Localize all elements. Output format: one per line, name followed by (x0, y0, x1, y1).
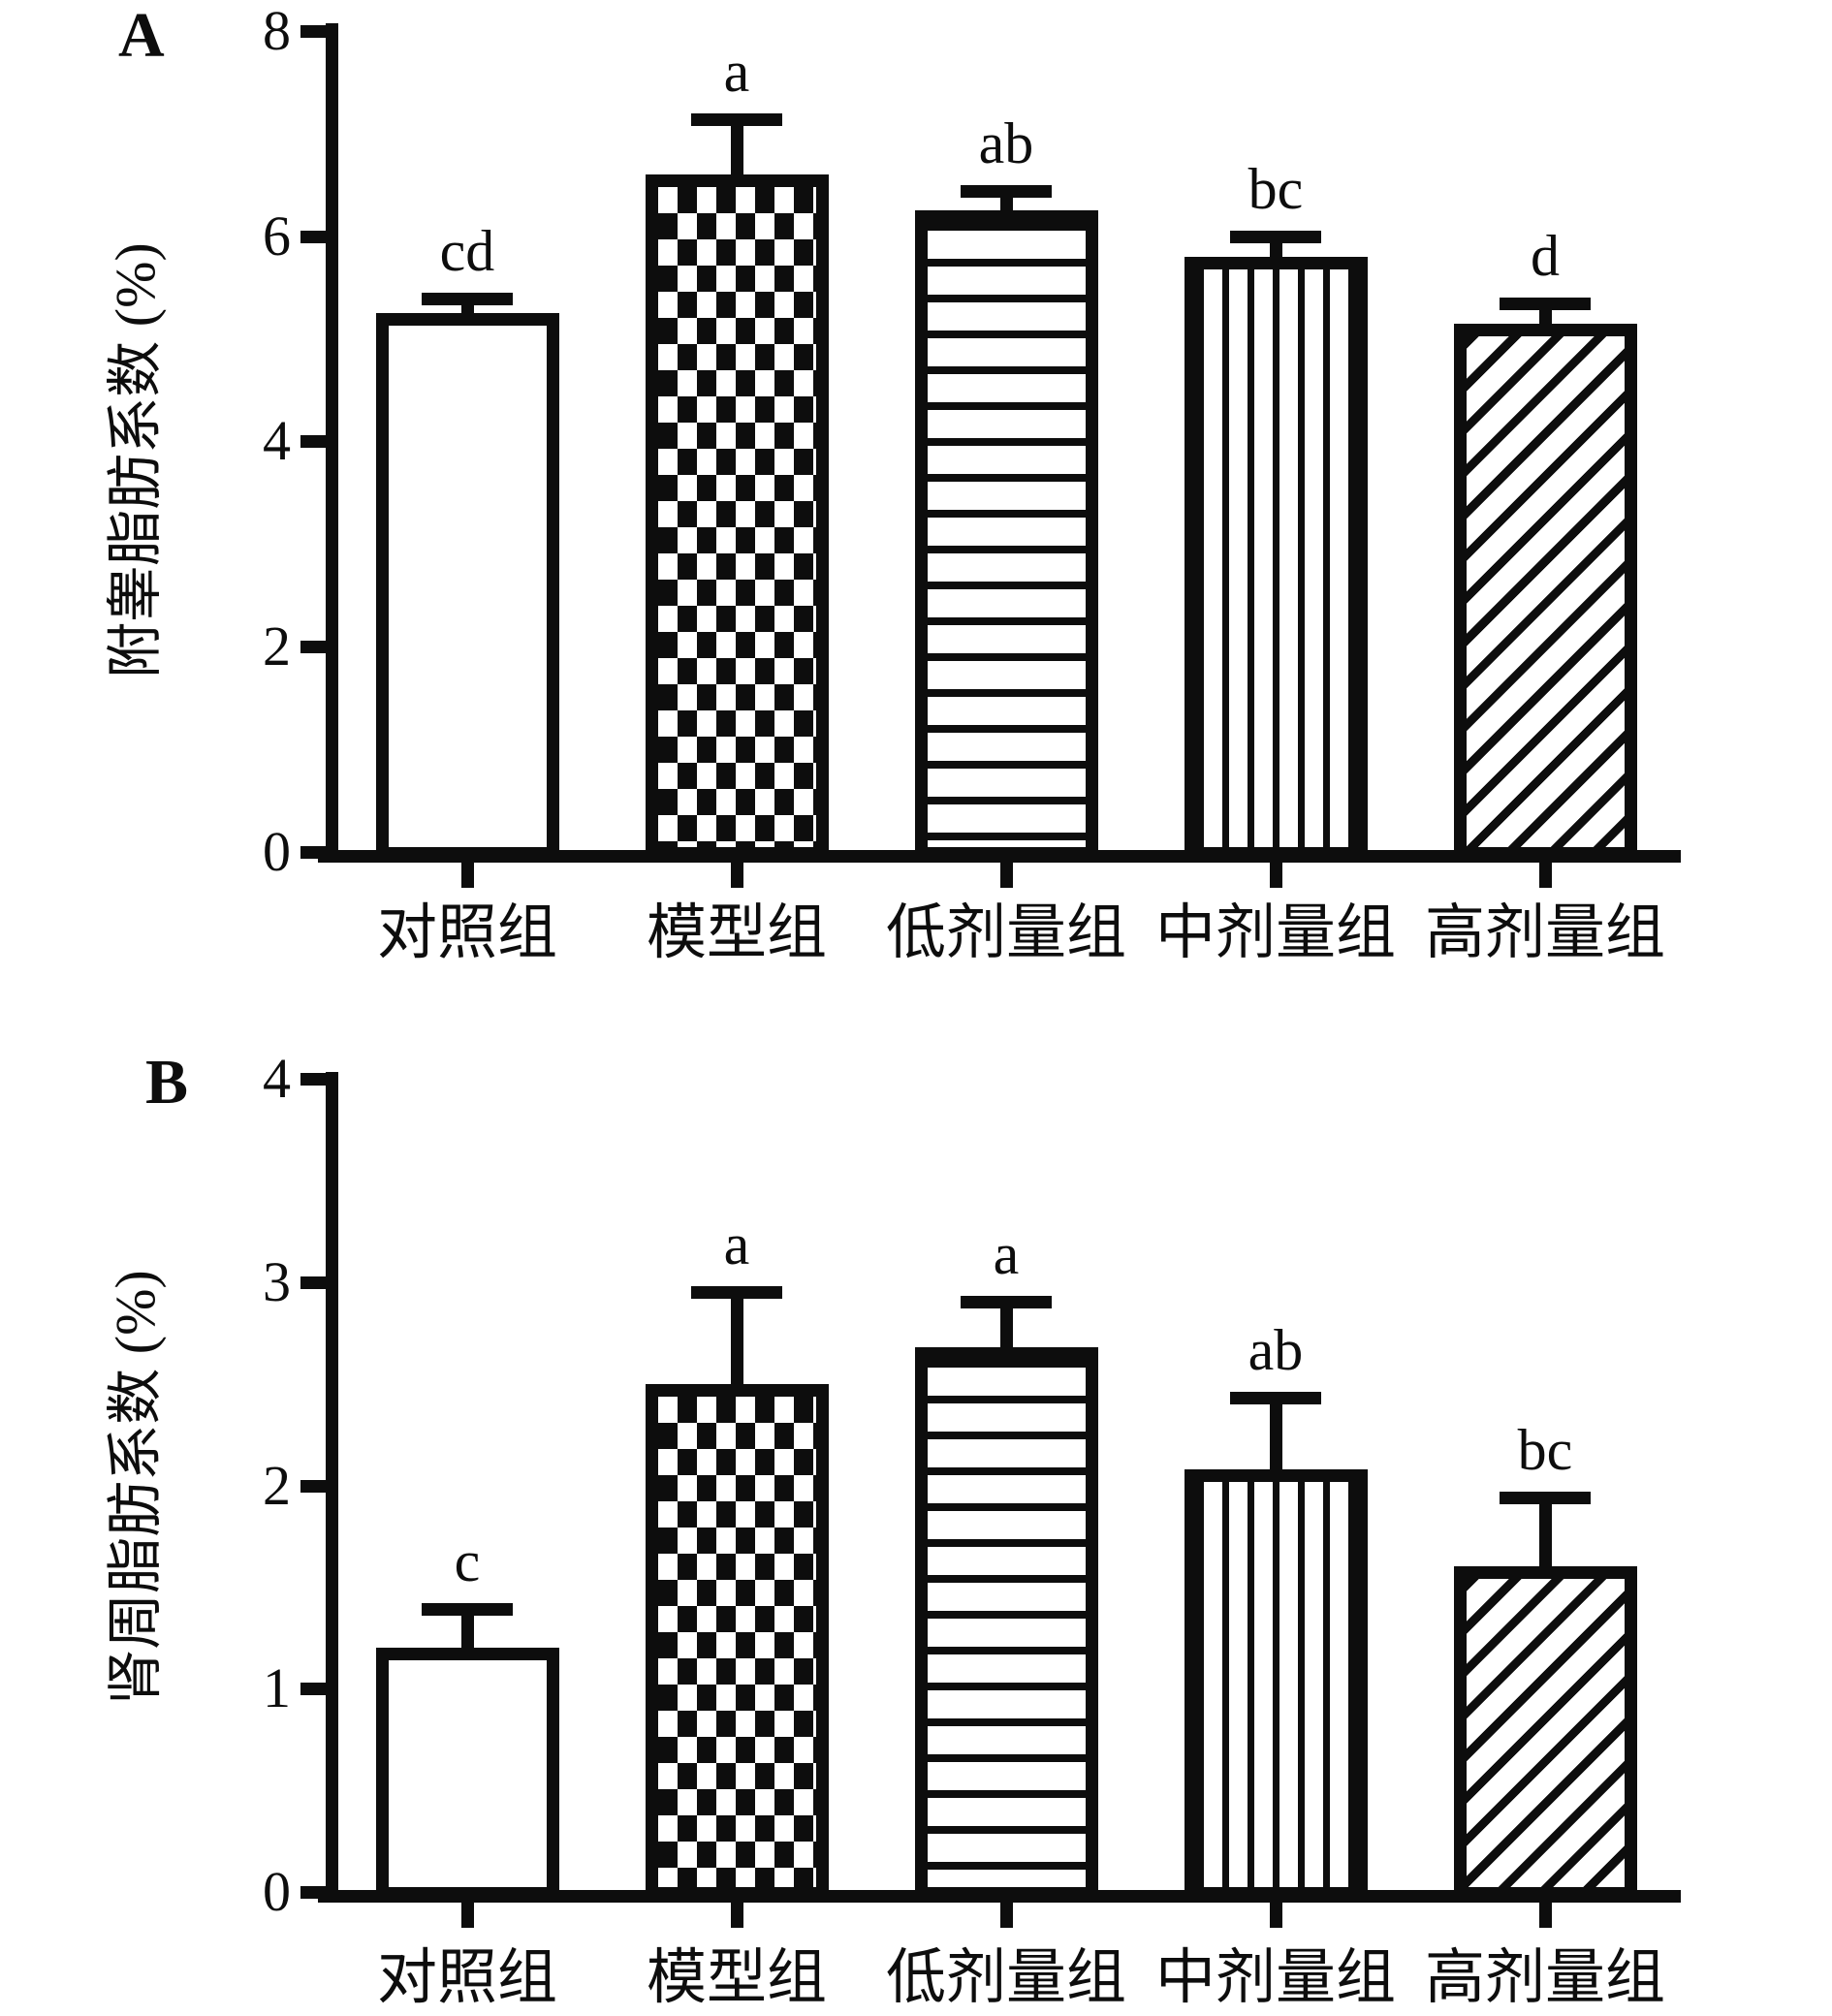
error-bar-cap (422, 293, 513, 305)
error-bar-stem (1000, 1296, 1013, 1353)
error-bar-cap (691, 1286, 782, 1299)
bar-对照组 (376, 313, 559, 860)
x-category-label: 低剂量组 (885, 900, 1126, 966)
y-tick-mark (300, 435, 326, 448)
x-category-label: 高剂量组 (1424, 1945, 1665, 2011)
y-tick-label: 4 (263, 1047, 291, 1110)
x-tick-mark (1000, 863, 1013, 888)
error-bar-cap (1500, 298, 1591, 310)
y-tick-mark (300, 846, 326, 859)
x-category-label: 模型组 (646, 1945, 827, 2011)
y-tick-mark (300, 1276, 326, 1289)
y-tick-label: 0 (263, 820, 291, 883)
bar-对照组 (376, 1648, 559, 1900)
x-tick-mark (1000, 1903, 1013, 1928)
x-category-label: 中剂量组 (1154, 900, 1396, 966)
significance-letter: bc (1517, 1418, 1573, 1482)
significance-letter: bc (1248, 157, 1304, 221)
y-axis-line (326, 23, 338, 863)
x-tick-mark (1539, 863, 1552, 888)
x-category-label: 对照组 (376, 1945, 557, 2011)
significance-letter: cd (439, 219, 495, 283)
x-tick-mark (731, 863, 743, 888)
x-tick-mark (1270, 1903, 1282, 1928)
panel-b-letter: B (145, 1047, 189, 1118)
y-tick-label: 2 (263, 1454, 291, 1517)
y-tick-mark (300, 1480, 326, 1493)
y-tick-label: 0 (263, 1860, 291, 1923)
bar-高剂量组 (1454, 324, 1637, 860)
error-bar-stem (731, 113, 743, 180)
x-category-label: 对照组 (376, 900, 557, 966)
x-category-label: 高剂量组 (1424, 900, 1665, 966)
y-tick-mark (300, 1073, 326, 1086)
significance-letter: d (1531, 224, 1560, 288)
significance-letter: ab (1248, 1318, 1304, 1382)
significance-letter: a (723, 1213, 750, 1276)
x-category-label: 模型组 (646, 900, 827, 966)
error-bar-stem (1539, 1492, 1552, 1572)
x-tick-mark (1270, 863, 1282, 888)
significance-letter: ab (978, 111, 1034, 175)
x-tick-mark (461, 1903, 474, 1928)
panel-a-letter: A (118, 0, 165, 71)
y-tick-mark (300, 231, 326, 243)
error-bar-stem (461, 1603, 474, 1654)
error-bar-cap (961, 1296, 1052, 1308)
bar-中剂量组 (1184, 1469, 1368, 1900)
x-category-label: 中剂量组 (1154, 1945, 1396, 2011)
y-tick-label: 2 (263, 614, 291, 677)
error-bar-cap (1230, 1392, 1321, 1404)
x-category-label: 低剂量组 (885, 1945, 1126, 2011)
error-bar-stem (1270, 1392, 1282, 1475)
significance-letter: c (454, 1529, 481, 1593)
y-tick-label: 1 (263, 1656, 291, 1719)
x-tick-mark (731, 1903, 743, 1928)
error-bar-stem (731, 1286, 743, 1390)
significance-letter: a (723, 40, 750, 104)
bar-中剂量组 (1184, 257, 1368, 860)
y-tick-label: 4 (263, 409, 291, 472)
y-tick-mark (300, 1683, 326, 1695)
bar-低剂量组 (915, 210, 1098, 860)
y-tick-mark (300, 1886, 326, 1899)
y-tick-mark (300, 25, 326, 38)
y-tick-label: 6 (263, 205, 291, 268)
error-bar-cap (1230, 231, 1321, 243)
bar-低剂量组 (915, 1347, 1098, 1900)
bar-模型组 (646, 174, 829, 860)
y-axis-line (326, 1072, 338, 1903)
y-tick-label: 3 (263, 1250, 291, 1313)
x-tick-mark (461, 863, 474, 888)
bar-模型组 (646, 1384, 829, 1900)
y-tick-label: 8 (263, 0, 291, 62)
bar-高剂量组 (1454, 1566, 1637, 1900)
x-tick-mark (1539, 1903, 1552, 1928)
error-bar-cap (691, 113, 782, 126)
error-bar-cap (422, 1603, 513, 1616)
error-bar-cap (1500, 1492, 1591, 1504)
significance-letter: a (993, 1222, 1020, 1286)
y-tick-mark (300, 641, 326, 653)
error-bar-cap (961, 185, 1052, 198)
